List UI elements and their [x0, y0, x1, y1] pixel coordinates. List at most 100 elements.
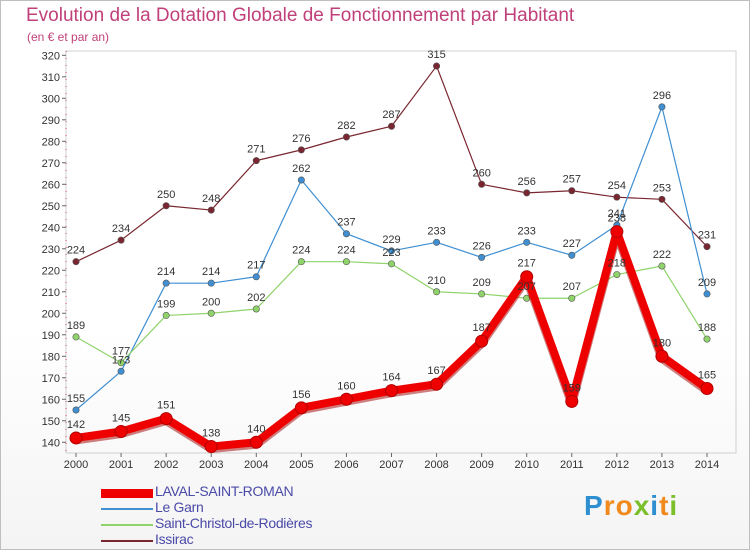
data-label: 296 [653, 90, 671, 102]
legend-label: Saint-Christol-de-Rodières [155, 515, 313, 531]
data-point [700, 382, 714, 396]
data-point [339, 392, 353, 406]
y-tick-label: 280 [42, 136, 60, 148]
data-point [703, 335, 711, 343]
data-point [342, 133, 350, 141]
data-label: 151 [157, 400, 175, 412]
data-label: 210 [427, 275, 445, 287]
data-point [252, 157, 260, 165]
data-label: 167 [427, 365, 445, 377]
legend-swatch [101, 508, 153, 510]
data-point [433, 288, 441, 296]
data-point [204, 440, 218, 454]
data-point [162, 202, 170, 210]
data-label: 271 [247, 144, 265, 156]
data-point [658, 195, 666, 203]
y-tick-label: 210 [42, 287, 60, 299]
data-label: 202 [247, 292, 265, 304]
logo-letter: x [633, 490, 651, 521]
y-tick-label: 260 [42, 179, 60, 191]
data-point [568, 294, 576, 302]
data-point [655, 349, 669, 363]
data-label: 159 [563, 382, 581, 394]
data-label: 218 [608, 258, 626, 270]
plot-area [65, 50, 737, 454]
data-label: 224 [292, 245, 310, 257]
data-point [207, 309, 215, 317]
data-point [613, 271, 621, 279]
data-point [568, 251, 576, 259]
data-point [297, 146, 305, 154]
x-tick-label: 2004 [244, 459, 268, 471]
data-label: 262 [292, 163, 310, 175]
data-point [610, 225, 624, 239]
data-point [69, 431, 83, 445]
data-point [72, 406, 80, 414]
chart-subtitle: (en € et par an) [27, 30, 110, 44]
data-point [252, 273, 260, 281]
x-tick-label: 2001 [109, 459, 133, 471]
data-label: 173 [112, 354, 130, 366]
x-tick-label: 2005 [289, 459, 313, 471]
data-label: 207 [518, 281, 536, 293]
data-label: 180 [653, 337, 671, 349]
data-point [159, 412, 173, 426]
data-point [294, 401, 308, 415]
y-tick-label: 250 [42, 201, 60, 213]
data-point [568, 187, 576, 195]
y-tick-label: 310 [42, 72, 60, 84]
data-label: 177 [112, 346, 130, 358]
x-tick-label: 2013 [650, 459, 674, 471]
y-tick-label: 290 [42, 115, 60, 127]
data-point [207, 279, 215, 287]
x-tick-label: 2012 [605, 459, 629, 471]
data-point [72, 333, 80, 341]
data-label: 145 [112, 413, 130, 425]
x-tick-label: 2006 [334, 459, 358, 471]
data-label: 189 [67, 320, 85, 332]
data-point [387, 260, 395, 268]
data-point [249, 435, 263, 449]
y-tick-label: 200 [42, 308, 60, 320]
legend-swatch [101, 540, 153, 542]
data-label: 164 [382, 372, 400, 384]
data-point [430, 377, 444, 391]
data-point [475, 334, 489, 348]
data-point [297, 176, 305, 184]
y-tick-label: 300 [42, 93, 60, 105]
data-point [162, 279, 170, 287]
data-label: 237 [337, 217, 355, 229]
data-point [703, 243, 711, 251]
x-tick-label: 2011 [560, 459, 584, 471]
legend-swatch [101, 524, 153, 526]
data-label: 238 [608, 213, 626, 225]
y-tick-label: 150 [42, 416, 60, 428]
data-label: 214 [157, 266, 175, 278]
logo-letter: r [603, 490, 616, 521]
data-point [162, 311, 170, 319]
data-point [117, 236, 125, 244]
y-tick-label: 320 [42, 50, 60, 62]
data-label: 250 [157, 189, 175, 201]
data-point [478, 290, 486, 298]
data-label: 214 [202, 266, 220, 278]
data-label: 140 [247, 423, 265, 435]
data-point [387, 122, 395, 130]
data-point [114, 425, 128, 439]
proxiti-logo: Proxiti [584, 490, 678, 522]
data-point [613, 193, 621, 201]
data-point [385, 384, 398, 398]
data-label: 209 [698, 277, 716, 289]
data-label: 188 [698, 322, 716, 334]
data-point [207, 206, 215, 214]
legend-label: LAVAL-SAINT-ROMAN [155, 483, 294, 499]
y-tick-label: 180 [42, 351, 60, 363]
data-point [433, 62, 441, 70]
x-tick-label: 2008 [424, 459, 448, 471]
y-tick-label: 230 [42, 244, 60, 256]
data-label: 217 [247, 260, 265, 272]
legend-label: Issirac [155, 531, 194, 547]
x-tick-label: 2007 [379, 459, 403, 471]
data-label: 256 [518, 176, 536, 188]
